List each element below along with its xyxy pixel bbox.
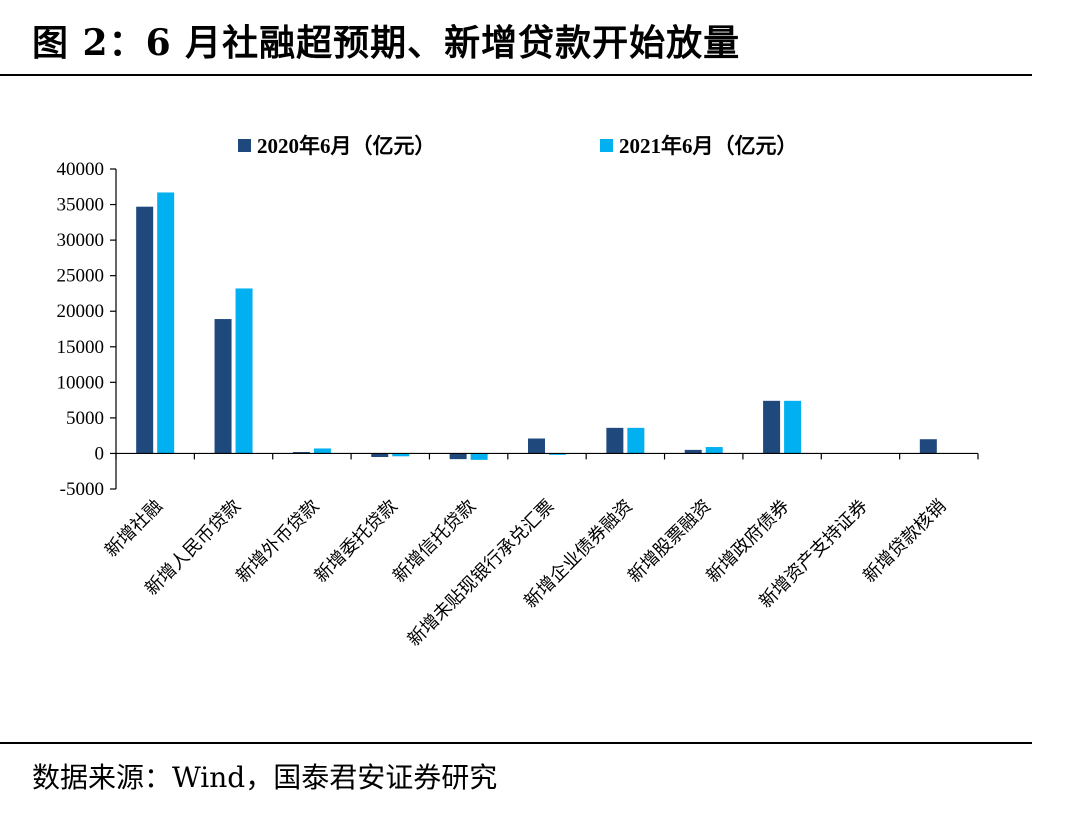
bar-series-2-2 xyxy=(313,448,331,454)
bar-series-2-5 xyxy=(549,453,566,455)
y-tick-label: 20000 xyxy=(57,301,105,322)
legend-label-1: 2020年6月（亿元） xyxy=(257,134,436,158)
bar-series-2-0 xyxy=(157,192,175,454)
bar-series-2-6 xyxy=(627,427,645,454)
x-category-label: 新增未贴现银行承兑汇票 xyxy=(404,496,559,651)
bar-series-1-5 xyxy=(528,438,545,454)
y-tick-label: 5000 xyxy=(66,408,104,429)
bar-series-1-6 xyxy=(606,427,624,454)
y-tick-label: 40000 xyxy=(57,159,105,180)
x-category-label: 新增外币贷款 xyxy=(232,496,323,587)
y-axis: 40000 35000 30000 25000 20000 15000 10000 5000 0… xyxy=(57,159,117,500)
bar-series-1-8 xyxy=(763,400,781,454)
bar-series-2-8 xyxy=(784,400,802,454)
figure-source: 数据来源：Wind，国泰君安证券研究 xyxy=(32,761,498,794)
figure-title: 图 2：6 月社融超预期、新增贷款开始放量 xyxy=(32,22,741,64)
y-tick-label: 15000 xyxy=(57,337,105,358)
bar-series-2-4 xyxy=(470,453,488,460)
x-category-label: 新增股票融资 xyxy=(624,496,715,587)
bar-series-1-0 xyxy=(136,206,154,454)
y-tick-label: 0 xyxy=(95,443,105,464)
bar-series-1-3 xyxy=(371,453,389,457)
chart-legend: 2020年6月（亿元） 2021年6月（亿元） xyxy=(238,134,798,158)
bar-series-1-1 xyxy=(214,319,232,454)
bar-chart: 2020年6月（亿元） 2021年6月（亿元） 40000 35000 30000 25… xyxy=(57,134,979,651)
y-tick-label: 35000 xyxy=(57,195,105,216)
x-axis: 新增社融新增人民币贷款新增外币贷款新增委托贷款新增信托贷款新增未贴现银行承兑汇票… xyxy=(101,452,979,651)
y-tick-label: -5000 xyxy=(60,479,104,500)
bar-series-1-4 xyxy=(449,453,467,460)
bar-series-2-7 xyxy=(705,447,723,454)
y-tick-label: 10000 xyxy=(57,372,105,393)
legend-label-2: 2021年6月（亿元） xyxy=(619,134,798,158)
source-rule xyxy=(0,742,1032,744)
legend-swatch-1 xyxy=(238,139,251,152)
title-rule xyxy=(0,74,1032,76)
bar-series-1-10 xyxy=(919,439,937,454)
legend-swatch-2 xyxy=(600,139,613,152)
x-category-label: 新增社融 xyxy=(101,496,167,562)
bar-series-2-3 xyxy=(392,453,410,457)
bar-series-1-2 xyxy=(292,452,310,454)
bar-series-1-7 xyxy=(684,449,702,454)
y-tick-label: 25000 xyxy=(57,266,105,287)
x-category-label: 新增贷款核销 xyxy=(859,496,950,587)
bar-series-2-1 xyxy=(235,288,253,454)
x-category-label: 新增委托贷款 xyxy=(311,496,402,587)
y-tick-label: 30000 xyxy=(57,230,105,251)
bar-series xyxy=(136,192,937,460)
